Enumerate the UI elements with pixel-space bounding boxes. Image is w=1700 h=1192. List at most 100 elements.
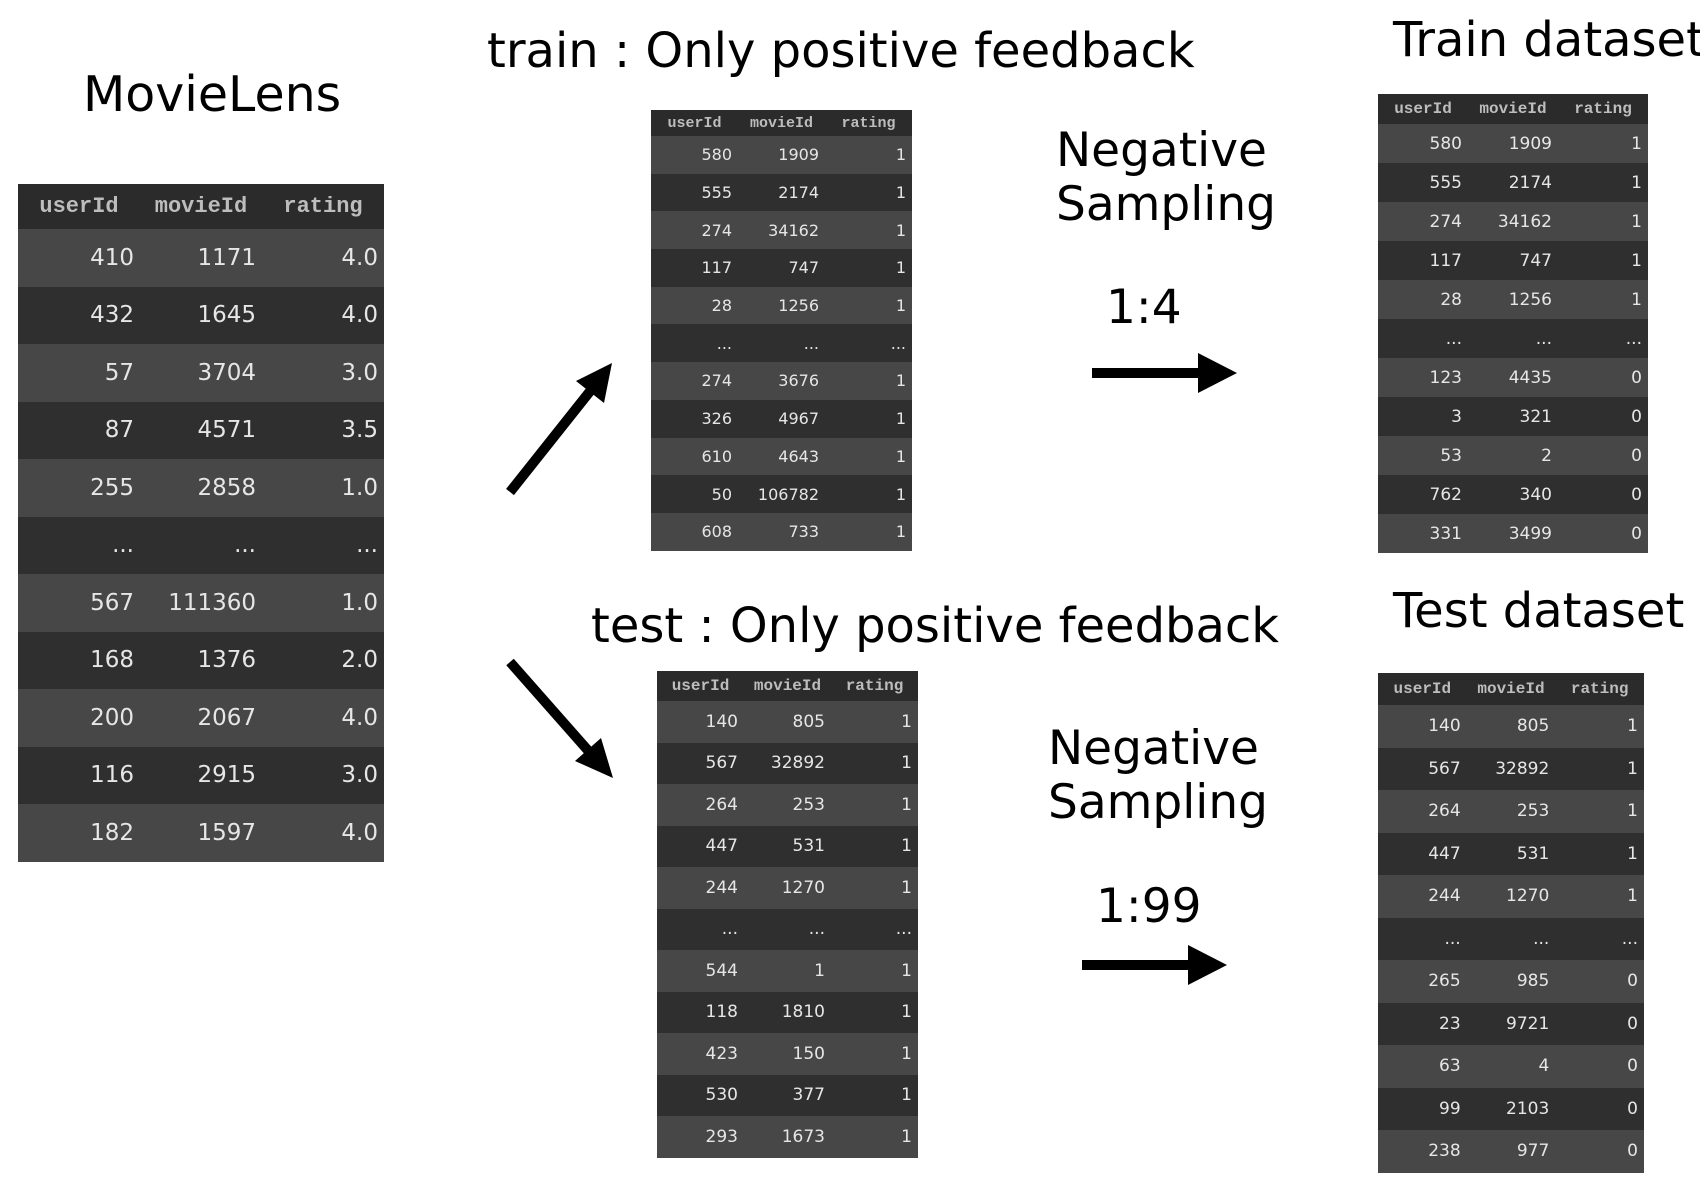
column-header: rating	[825, 110, 912, 136]
table-row: .........	[651, 324, 912, 363]
table-row: 182 1597 4.0	[18, 804, 384, 862]
table-cell: 28	[1378, 280, 1468, 319]
table-cell: 1	[831, 950, 918, 992]
table-row: 244 1270 1	[657, 867, 918, 909]
table-cell: 150	[744, 1033, 831, 1075]
table-header-row: userId movieId rating	[18, 184, 384, 229]
table-cell: 432	[18, 286, 140, 344]
column-header: userId	[18, 184, 140, 229]
table-cell: 3499	[1468, 514, 1558, 553]
table-cell: 340	[1468, 475, 1558, 514]
table-cell: 2174	[738, 173, 825, 212]
table-cell: 182	[18, 804, 140, 862]
table-cell: ...	[738, 324, 825, 363]
table-cell: 0	[1555, 1087, 1644, 1130]
table-cell: 117	[1378, 241, 1468, 280]
table-cell: 140	[1378, 705, 1467, 748]
table-cell: ...	[262, 516, 384, 574]
table-row: 168 1376 2.0	[18, 631, 384, 689]
table-row: 140 805 1	[1378, 705, 1644, 748]
table-cell: 3704	[140, 344, 262, 402]
table-row: 567 32892 1	[657, 742, 918, 784]
table-cell: 555	[1378, 163, 1468, 202]
table-cell: 1	[1558, 280, 1648, 319]
table-cell: 1	[831, 991, 918, 1033]
table-cell: ...	[651, 324, 738, 363]
table-cell: 293	[657, 1116, 744, 1158]
table-cell: 580	[1378, 124, 1468, 163]
table-cell: 531	[1466, 832, 1556, 875]
table-cell: 0	[1558, 475, 1648, 514]
column-header: userId	[1378, 673, 1467, 705]
table-cell: 264	[657, 784, 744, 826]
train-positive-table: userId movieId rating 580 1909 1 555 2174 1 274 34…	[651, 110, 912, 551]
table-row: 331 3499 0	[1378, 514, 1648, 553]
table-cell: 4.0	[262, 689, 384, 747]
train-negative-sampling-line1: Negative	[1056, 123, 1267, 178]
table-cell: 0	[1555, 1130, 1644, 1173]
table-cell: 1.0	[262, 459, 384, 517]
table-cell: 447	[657, 825, 744, 867]
table-cell: 2103	[1466, 1087, 1556, 1130]
table-cell: 1270	[744, 867, 831, 909]
table-cell: ...	[1555, 917, 1644, 960]
table-cell: 1	[825, 437, 912, 476]
table-cell: 87	[18, 401, 140, 459]
column-header: rating	[831, 671, 918, 701]
test-dataset-title: Test dataset	[1393, 583, 1685, 639]
table-row: 530 377 1	[657, 1074, 918, 1116]
table-cell: 762	[1378, 475, 1468, 514]
table-row: 326 4967 1	[651, 399, 912, 438]
table-cell: 1	[825, 249, 912, 287]
table-cell: 331	[1378, 514, 1468, 553]
table-cell: 4	[1466, 1045, 1556, 1088]
table-cell: 1.0	[262, 574, 384, 632]
table-cell: ...	[1466, 917, 1556, 960]
table-cell: 567	[18, 574, 140, 632]
table-row: 117 747 1	[651, 249, 912, 287]
table-row: 28 1256 1	[1378, 280, 1648, 319]
table-row: 555 2174 1	[651, 173, 912, 212]
table-cell: 63	[1378, 1045, 1467, 1088]
table-row: 87 4571 3.5	[18, 401, 384, 459]
table-row: 264 253 1	[657, 784, 918, 826]
split-to-train-arrow-icon	[506, 363, 612, 496]
train-negative-sampling-label: Negative Sampling	[1056, 124, 1276, 232]
table-cell: 1	[825, 286, 912, 325]
table-cell: 238	[1378, 1130, 1467, 1173]
table-row: 265 985 0	[1378, 960, 1644, 1003]
table-cell: 1171	[140, 229, 262, 287]
table-cell: 555	[651, 173, 738, 212]
table-cell: 4435	[1468, 358, 1558, 397]
table-cell: ...	[18, 516, 140, 574]
table-cell: 4967	[738, 399, 825, 438]
table-cell: 274	[1378, 202, 1468, 241]
table-row: 274 3676 1	[651, 362, 912, 400]
train-sampling-ratio: 1:4	[1106, 280, 1182, 335]
table-cell: 0	[1555, 1002, 1644, 1045]
table-row: 264 253 1	[1378, 790, 1644, 833]
table-row: .........	[1378, 917, 1644, 960]
table-cell: ...	[825, 324, 912, 363]
table-cell: 1	[1558, 124, 1648, 163]
table-cell: 531	[744, 825, 831, 867]
table-header-row: userId movieId rating	[1378, 673, 1644, 705]
table-cell: 1	[831, 784, 918, 826]
table-cell: 3.0	[262, 344, 384, 402]
column-header: movieId	[744, 671, 831, 701]
table-header-row: userId movieId rating	[657, 671, 918, 701]
table-cell: 4643	[738, 437, 825, 476]
table-row: 274 34162 1	[651, 211, 912, 250]
column-header: userId	[1378, 94, 1468, 124]
table-cell: 2858	[140, 459, 262, 517]
table-row: 118 1810 1	[657, 991, 918, 1033]
split-to-test-arrow-icon	[506, 658, 613, 778]
test-negative-sampling-line1: Negative	[1048, 721, 1259, 776]
table-cell: 3676	[738, 362, 825, 400]
table-cell: 567	[1378, 747, 1467, 790]
table-cell: 1	[1555, 705, 1644, 748]
table-cell: 3.5	[262, 401, 384, 459]
table-cell: 274	[651, 362, 738, 400]
table-row: 432 1645 4.0	[18, 286, 384, 344]
table-row: 555 2174 1	[1378, 163, 1648, 202]
